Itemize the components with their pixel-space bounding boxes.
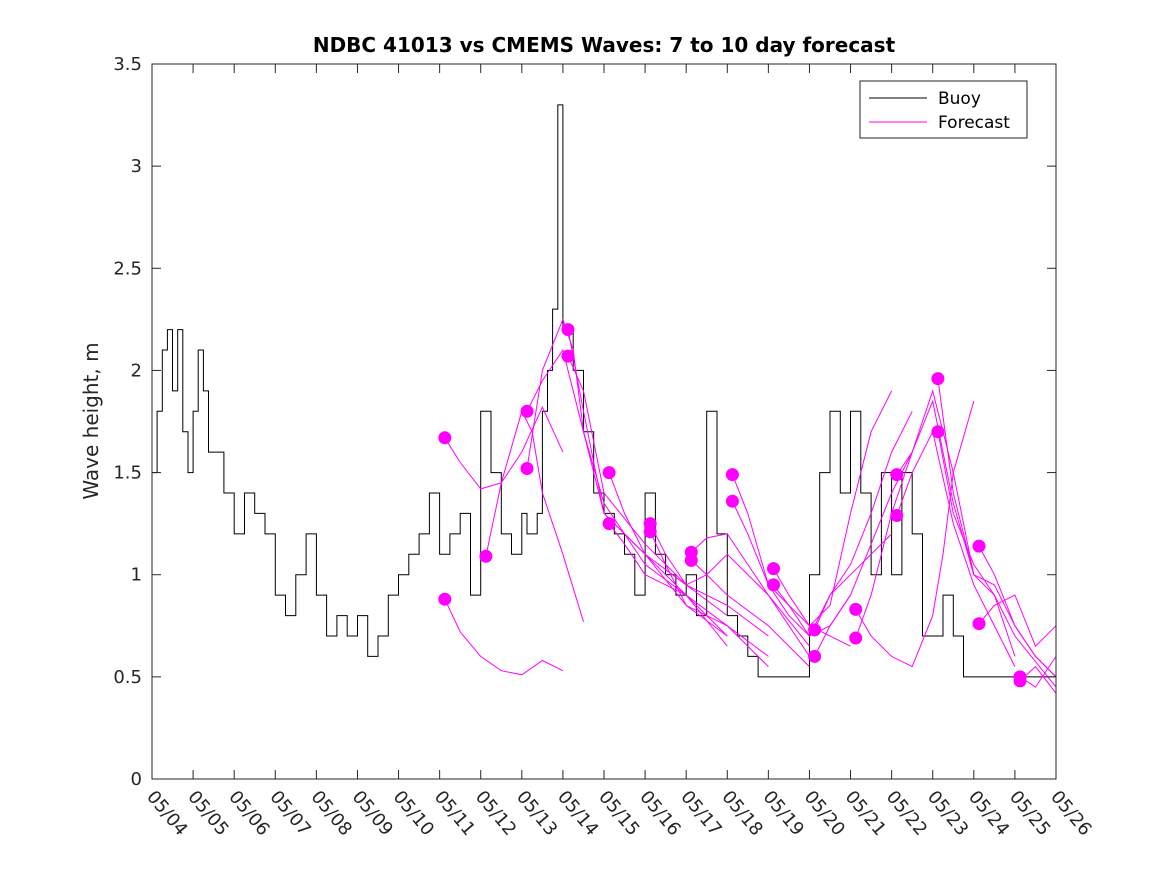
forecast-line-16: [773, 390, 893, 627]
forecast-line-26: [978, 545, 1057, 678]
legend-label-forecast: Forecast: [938, 113, 1010, 133]
y-axis-label: Wave height, m: [79, 342, 103, 499]
y-tick-label: 2: [131, 360, 142, 381]
buoy-series: [152, 104, 1056, 678]
forecast-line-18: [814, 411, 913, 631]
forecast-start-marker-26: [972, 539, 986, 553]
forecast-start-markers: [438, 323, 1027, 688]
y-tick-label: 0: [131, 769, 142, 790]
forecast-line-11: [649, 531, 769, 657]
y-tick-label: 3.5: [113, 54, 142, 75]
forecast-line-8: [608, 472, 769, 637]
forecast-start-marker-3: [479, 549, 493, 563]
forecast-start-marker-23: [890, 509, 904, 522]
forecast-start-marker-25: [931, 425, 945, 439]
forecast-line-20: [855, 400, 975, 668]
forecast-start-marker-20: [849, 602, 863, 616]
y-axis: 0 0.5 1 1.5 2 2.5 3 3.5: [113, 54, 1056, 790]
forecast-start-marker-11: [643, 525, 657, 539]
plot-area: [152, 64, 1056, 779]
forecast-start-marker-5: [520, 404, 534, 418]
forecast-line-25: [937, 431, 1057, 688]
forecast-start-marker-9: [602, 517, 616, 531]
forecast-start-marker-1: [438, 592, 452, 606]
forecast-start-marker-13: [684, 553, 698, 567]
forecast-start-marker-22: [890, 468, 904, 482]
forecast-line-1: [444, 598, 564, 676]
legend-box: [859, 80, 1028, 139]
forecast-start-marker-24: [931, 372, 945, 386]
forecast-series: [444, 317, 1057, 694]
forecast-line-12: [690, 533, 810, 647]
forecast-start-marker-16: [767, 562, 780, 576]
forecast-start-marker-19: [808, 649, 822, 663]
forecast-start-marker-6: [561, 323, 575, 337]
forecast-start-marker-21: [849, 631, 863, 645]
legend: Buoy Forecast: [859, 80, 1028, 139]
legend-label-buoy: Buoy: [938, 89, 981, 109]
y-tick-label: 1.5: [113, 463, 142, 484]
buoy-line: [152, 104, 1056, 678]
forecast-line-13: [690, 560, 810, 667]
forecast-start-marker-7: [561, 349, 575, 363]
forecast-line-19: [814, 451, 913, 657]
forecast-start-marker-4: [520, 462, 534, 475]
forecast-line-7: [567, 355, 728, 617]
forecast-line-17: [773, 533, 892, 637]
chart-title: NDBC 41013 vs CMEMS Waves: 7 to 10 day f…: [313, 33, 896, 57]
forecast-start-marker-14: [725, 468, 739, 482]
forecast-line-27: [978, 594, 1057, 648]
forecast-start-marker-2: [438, 431, 452, 445]
forecast-start-marker-27: [972, 617, 986, 631]
forecast-start-marker-29: [1013, 674, 1027, 688]
forecast-start-marker-17: [767, 578, 780, 592]
forecast-line-23: [896, 430, 1016, 667]
y-tick-label: 3: [131, 156, 142, 177]
y-tick-label: 1: [131, 565, 142, 586]
y-tick-label: 2.5: [113, 258, 142, 279]
forecast-start-marker-8: [602, 466, 616, 480]
forecast-line-6: [567, 329, 728, 637]
forecast-line-3: [485, 409, 584, 622]
y-tick-label: 0.5: [113, 667, 142, 688]
forecast-start-marker-18: [808, 623, 822, 637]
forecast-start-marker-15: [725, 494, 739, 508]
